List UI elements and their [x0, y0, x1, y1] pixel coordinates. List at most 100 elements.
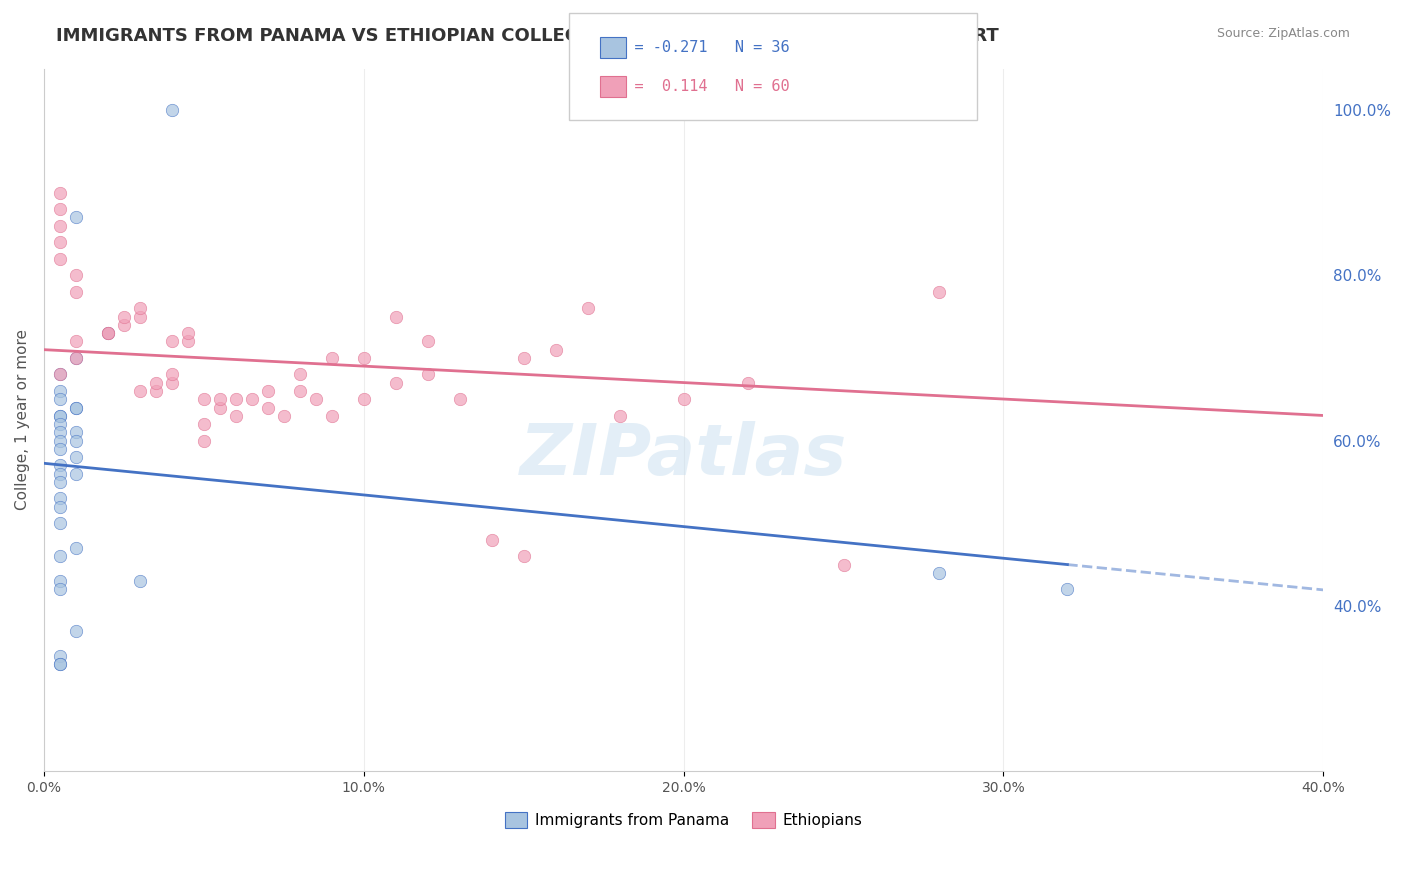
Text: R =  0.114   N = 60: R = 0.114 N = 60 — [598, 79, 789, 94]
Point — [65, 425, 87, 440]
Point — [65, 351, 87, 365]
Point — [65, 401, 87, 415]
Point — [49, 475, 72, 489]
Point — [305, 392, 328, 407]
Point — [449, 392, 471, 407]
Point — [416, 368, 439, 382]
Point — [97, 326, 120, 340]
Legend: Immigrants from Panama, Ethiopians: Immigrants from Panama, Ethiopians — [498, 805, 869, 834]
Point — [65, 541, 87, 555]
Point — [416, 334, 439, 349]
Point — [65, 624, 87, 638]
Point — [928, 285, 950, 299]
Point — [49, 202, 72, 216]
Point — [193, 392, 215, 407]
Point — [65, 434, 87, 448]
Point — [49, 235, 72, 249]
Point — [353, 392, 375, 407]
Point — [65, 285, 87, 299]
Text: Source: ZipAtlas.com: Source: ZipAtlas.com — [1216, 27, 1350, 40]
Point — [544, 343, 567, 357]
Point — [288, 368, 311, 382]
Point — [49, 392, 72, 407]
Point — [384, 376, 406, 390]
Point — [49, 442, 72, 456]
Point — [49, 384, 72, 398]
Text: R = -0.271   N = 36: R = -0.271 N = 36 — [598, 40, 789, 54]
Point — [112, 310, 135, 324]
Point — [49, 491, 72, 506]
Point — [128, 574, 150, 589]
Point — [49, 657, 72, 671]
Point — [481, 533, 503, 547]
Point — [49, 657, 72, 671]
Point — [256, 401, 278, 415]
Point — [240, 392, 263, 407]
Point — [160, 368, 183, 382]
Point — [49, 368, 72, 382]
Point — [512, 351, 534, 365]
Point — [49, 219, 72, 233]
Point — [208, 392, 231, 407]
Point — [97, 326, 120, 340]
Point — [208, 401, 231, 415]
Point — [49, 425, 72, 440]
Point — [193, 417, 215, 431]
Point — [321, 409, 343, 423]
Point — [49, 417, 72, 431]
Point — [177, 326, 200, 340]
Point — [288, 384, 311, 398]
Point — [49, 574, 72, 589]
Point — [65, 351, 87, 365]
Point — [145, 384, 167, 398]
Point — [49, 409, 72, 423]
Point — [49, 409, 72, 423]
Point — [65, 467, 87, 481]
Point — [160, 334, 183, 349]
Point — [49, 368, 72, 382]
Point — [672, 392, 695, 407]
Point — [49, 434, 72, 448]
Point — [49, 500, 72, 514]
Point — [609, 409, 631, 423]
Point — [384, 310, 406, 324]
Point — [177, 334, 200, 349]
Point — [65, 211, 87, 225]
Point — [65, 401, 87, 415]
Point — [49, 252, 72, 266]
Text: ZIPatlas: ZIPatlas — [520, 421, 848, 490]
Point — [737, 376, 759, 390]
Point — [112, 318, 135, 332]
Point — [49, 467, 72, 481]
Point — [65, 450, 87, 464]
Point — [49, 516, 72, 531]
Point — [225, 409, 247, 423]
Point — [353, 351, 375, 365]
Point — [145, 376, 167, 390]
Point — [160, 376, 183, 390]
Point — [49, 186, 72, 200]
Point — [273, 409, 295, 423]
Point — [321, 351, 343, 365]
Point — [65, 334, 87, 349]
Point — [160, 103, 183, 117]
Point — [928, 566, 950, 580]
Point — [128, 301, 150, 316]
Point — [832, 558, 855, 572]
Point — [1056, 582, 1078, 597]
Point — [49, 582, 72, 597]
Point — [128, 310, 150, 324]
Point — [256, 384, 278, 398]
Point — [49, 458, 72, 473]
Point — [193, 434, 215, 448]
Point — [65, 268, 87, 283]
Point — [576, 301, 599, 316]
Text: IMMIGRANTS FROM PANAMA VS ETHIOPIAN COLLEGE, 1 YEAR OR MORE CORRELATION CHART: IMMIGRANTS FROM PANAMA VS ETHIOPIAN COLL… — [56, 27, 1000, 45]
Point — [49, 648, 72, 663]
Point — [225, 392, 247, 407]
Point — [512, 549, 534, 564]
Point — [49, 549, 72, 564]
Y-axis label: College, 1 year or more: College, 1 year or more — [15, 329, 30, 510]
Point — [128, 384, 150, 398]
Point — [97, 326, 120, 340]
